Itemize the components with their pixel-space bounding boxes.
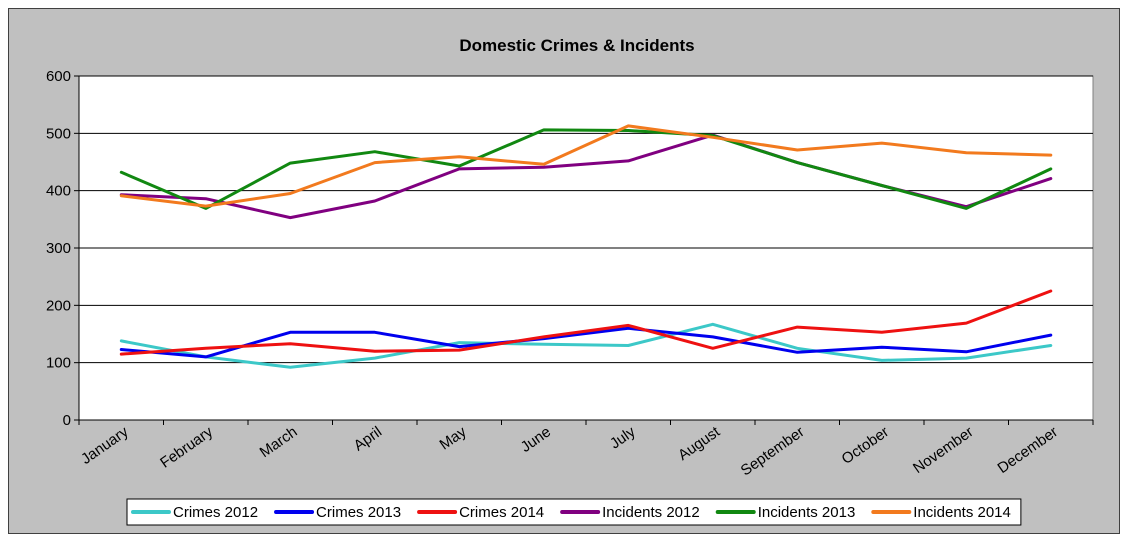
series-line-1 xyxy=(119,326,1053,359)
y-tick-label: 100 xyxy=(46,355,71,372)
x-tick-label: September xyxy=(738,423,808,479)
series-line-5 xyxy=(119,124,1053,208)
x-tick-label: June xyxy=(518,423,554,456)
x-tick-label: February xyxy=(157,423,216,472)
legend-label: Crimes 2014 xyxy=(459,504,544,521)
legend: Crimes 2012 Crimes 2013 Crimes 2014 Inciden… xyxy=(126,498,1022,526)
y-tick-label: 0 xyxy=(63,412,71,429)
legend-label: Crimes 2013 xyxy=(316,504,401,521)
chart-frame: Domestic Crimes & Incidents 0 100 200 300 40… xyxy=(8,8,1120,534)
x-tick-label: July xyxy=(607,423,639,453)
series-line-2 xyxy=(119,289,1053,356)
line-chart: Domestic Crimes & Incidents 0 100 200 300 40… xyxy=(46,36,1094,526)
x-tick-label: May xyxy=(437,423,470,453)
x-tick-label: March xyxy=(257,423,301,461)
x-axis: January February March April May June July Augu… xyxy=(78,419,1094,479)
series-line-0 xyxy=(119,322,1053,369)
legend-label: Incidents 2012 xyxy=(602,504,700,521)
x-tick-label: January xyxy=(78,423,132,468)
y-axis: 0 100 200 300 400 500 600 xyxy=(46,68,80,429)
x-tick-label: November xyxy=(910,423,976,477)
series-line-4 xyxy=(119,128,1053,210)
legend-label: Crimes 2012 xyxy=(173,504,258,521)
x-tick-label: August xyxy=(675,423,724,464)
legend-label: Incidents 2014 xyxy=(913,504,1011,521)
y-tick-label: 200 xyxy=(46,297,71,314)
legend-label: Incidents 2013 xyxy=(758,504,856,521)
series-lines xyxy=(119,124,1053,369)
x-tick-label: April xyxy=(351,423,385,454)
x-tick-label: October xyxy=(839,423,892,468)
x-tick-label: December xyxy=(995,423,1061,477)
chart-title: Domestic Crimes & Incidents xyxy=(459,36,694,55)
y-tick-label: 400 xyxy=(46,183,71,200)
y-tick-label: 300 xyxy=(46,240,71,257)
y-tick-label: 500 xyxy=(46,125,71,142)
y-tick-label: 600 xyxy=(46,68,71,85)
